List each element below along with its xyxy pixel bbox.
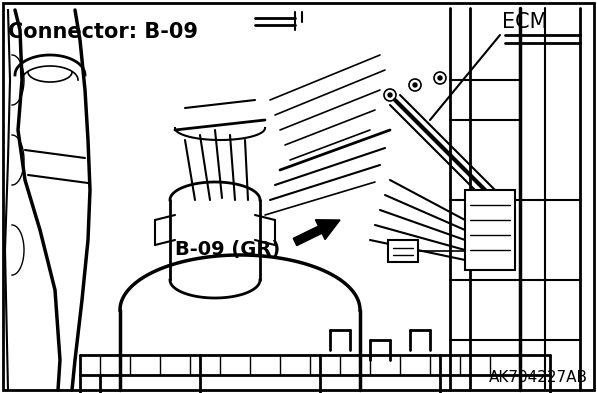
Text: Connector: B-09: Connector: B-09 xyxy=(8,22,198,42)
Bar xyxy=(465,190,515,270)
Circle shape xyxy=(413,83,417,87)
Text: B-09 (GR): B-09 (GR) xyxy=(175,241,280,259)
Text: AK704227AB: AK704227AB xyxy=(489,370,588,385)
Bar xyxy=(388,240,418,262)
Circle shape xyxy=(388,93,392,97)
Circle shape xyxy=(438,76,442,80)
FancyArrow shape xyxy=(293,220,340,246)
Text: ECM: ECM xyxy=(502,12,547,32)
